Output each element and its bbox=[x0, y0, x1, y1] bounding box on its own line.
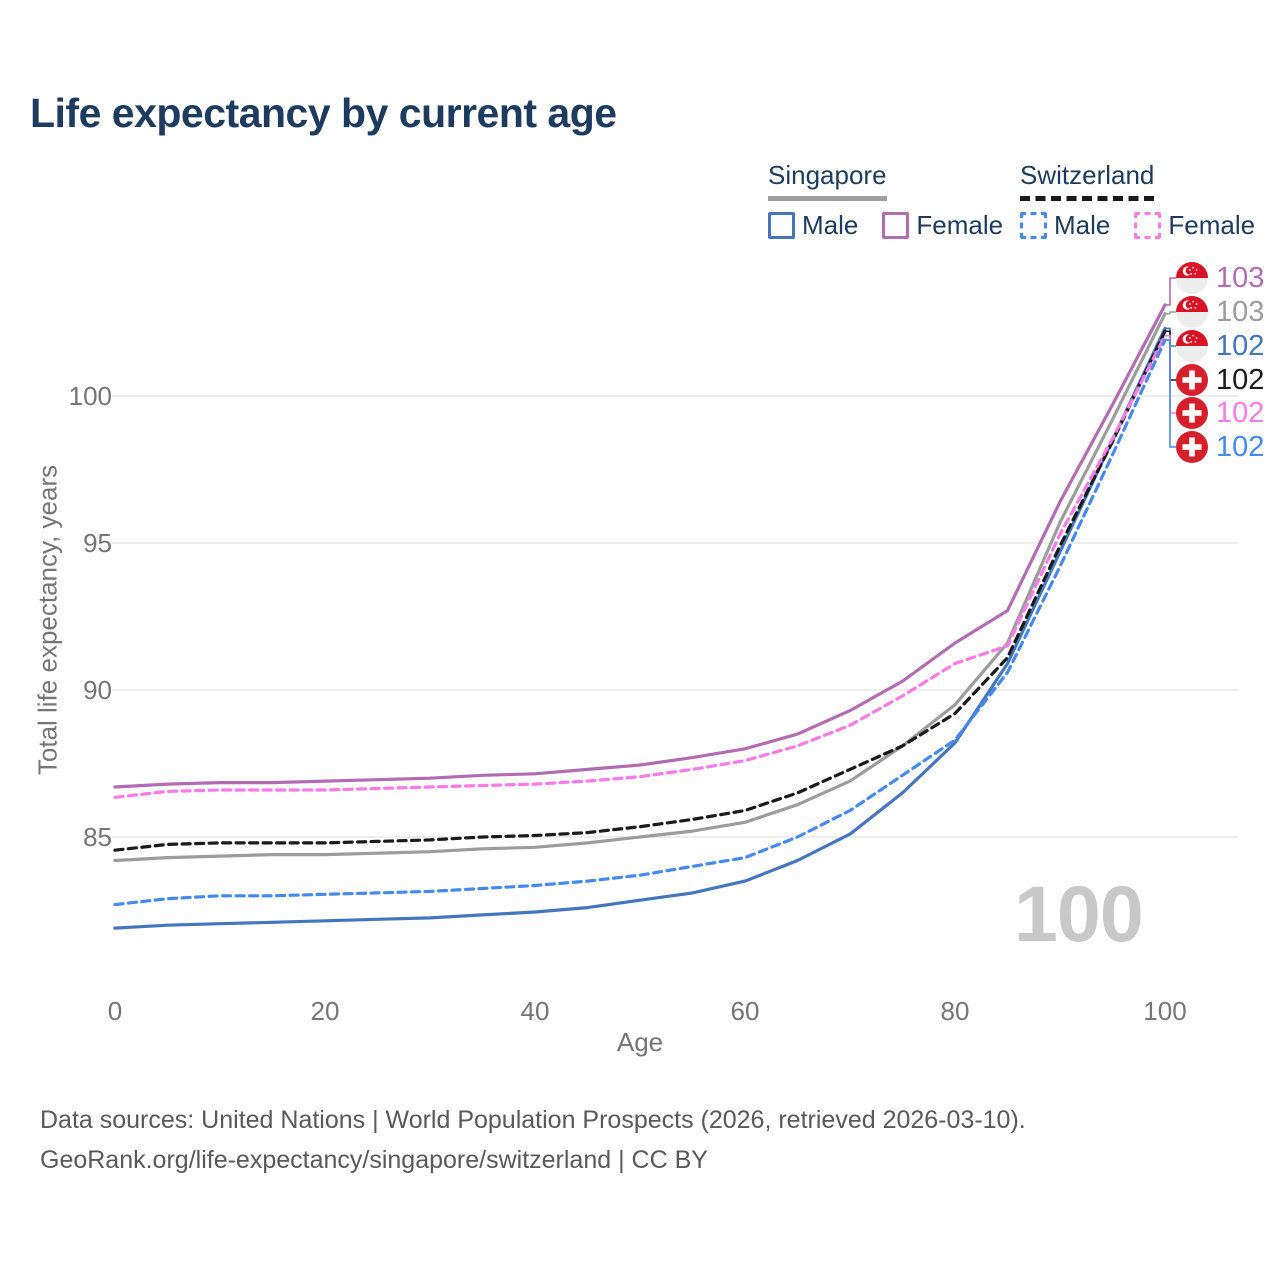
legend-checkbox-icon[interactable] bbox=[1020, 212, 1047, 239]
x-tick-label-80: 80 bbox=[940, 996, 970, 1026]
series-line-singapore-female[interactable] bbox=[113, 303, 1167, 789]
end-label-switzerland-male: 102 bbox=[1176, 430, 1264, 464]
y-tick-label-85: 85 bbox=[83, 822, 112, 852]
series-line-switzerland-female[interactable] bbox=[113, 334, 1167, 799]
switzerland-flag-icon bbox=[1176, 431, 1208, 463]
legend-country-singapore[interactable]: Singapore bbox=[768, 160, 887, 201]
series-line-singapore-male[interactable] bbox=[113, 326, 1167, 930]
switzerland-flag-icon bbox=[1176, 364, 1208, 396]
singapore-flag-icon bbox=[1176, 262, 1208, 294]
end-label-singapore-both-sexes: 103 bbox=[1176, 295, 1264, 329]
series-line-switzerland-both-sexes[interactable] bbox=[113, 329, 1167, 852]
end-label-singapore-female: 103 bbox=[1176, 261, 1264, 295]
singapore-flag-icon bbox=[1176, 330, 1208, 362]
y-axis-title: Total life expectancy, years bbox=[32, 464, 63, 776]
end-value: 102 bbox=[1216, 364, 1265, 396]
legend-group-singapore: Singapore Male Female bbox=[768, 160, 1003, 241]
end-value: 102 bbox=[1216, 330, 1265, 362]
legend-country-switzerland[interactable]: Switzerland bbox=[1020, 160, 1155, 201]
legend-checkbox-icon[interactable] bbox=[1134, 212, 1162, 239]
singapore-flag-icon bbox=[1176, 296, 1208, 328]
legend-item-label: Female bbox=[916, 210, 1004, 240]
x-axis-title: Age bbox=[616, 1027, 664, 1057]
switzerland-flag-icon bbox=[1176, 397, 1208, 429]
y-tick-label-95: 95 bbox=[83, 528, 112, 558]
series-line-switzerland-male[interactable] bbox=[113, 338, 1167, 907]
leader-line-switzerland-male bbox=[1165, 339, 1176, 448]
y-tick-label-100: 100 bbox=[68, 381, 112, 411]
legend-items: Male Female bbox=[768, 210, 1003, 241]
legend-item-switzerland-male[interactable]: Male bbox=[1020, 210, 1110, 241]
legend-item-label: Male bbox=[1054, 210, 1111, 240]
legend-item-switzerland-female[interactable]: Female bbox=[1134, 210, 1255, 241]
data-sources-note: Data sources: United Nations | World Pop… bbox=[40, 1106, 1026, 1134]
end-value: 102 bbox=[1216, 431, 1265, 463]
legend-checkbox-icon[interactable] bbox=[768, 212, 795, 239]
legend-item-label: Female bbox=[1168, 210, 1256, 240]
legend-item-label: Male bbox=[802, 210, 859, 240]
hovered-age-watermark: 100 bbox=[1014, 869, 1144, 958]
legend-items: Male Female bbox=[1020, 210, 1255, 241]
y-tick-label-90: 90 bbox=[83, 675, 112, 705]
x-tick-label-0: 0 bbox=[107, 996, 123, 1026]
legend-item-singapore-female[interactable]: Female bbox=[882, 210, 1003, 241]
legend-checkbox-icon[interactable] bbox=[882, 212, 910, 239]
series-line-singapore-both-sexes[interactable] bbox=[113, 312, 1167, 863]
page-title: Life expectancy by current age bbox=[30, 90, 617, 136]
end-value: 102 bbox=[1216, 397, 1265, 429]
leader-line-singapore-female bbox=[1165, 277, 1176, 306]
x-tick-label-100: 100 bbox=[1143, 996, 1187, 1026]
end-value: 103 bbox=[1216, 296, 1265, 328]
x-tick-label-40: 40 bbox=[520, 996, 550, 1026]
leader-line-singapore-both-sexes bbox=[1165, 311, 1176, 315]
end-value: 103 bbox=[1216, 262, 1265, 294]
legend-item-singapore-male[interactable]: Male bbox=[768, 210, 858, 241]
x-tick-label-20: 20 bbox=[310, 996, 340, 1026]
attribution-note: GeoRank.org/life-expectancy/singapore/sw… bbox=[40, 1146, 708, 1174]
end-label-switzerland-female: 102 bbox=[1176, 396, 1264, 430]
end-label-switzerland-both-sexes: 102 bbox=[1176, 363, 1264, 397]
end-label-singapore-male: 102 bbox=[1176, 329, 1264, 363]
x-tick-label-60: 60 bbox=[730, 996, 760, 1026]
legend-group-switzerland: Switzerland Male Female bbox=[1020, 160, 1255, 241]
